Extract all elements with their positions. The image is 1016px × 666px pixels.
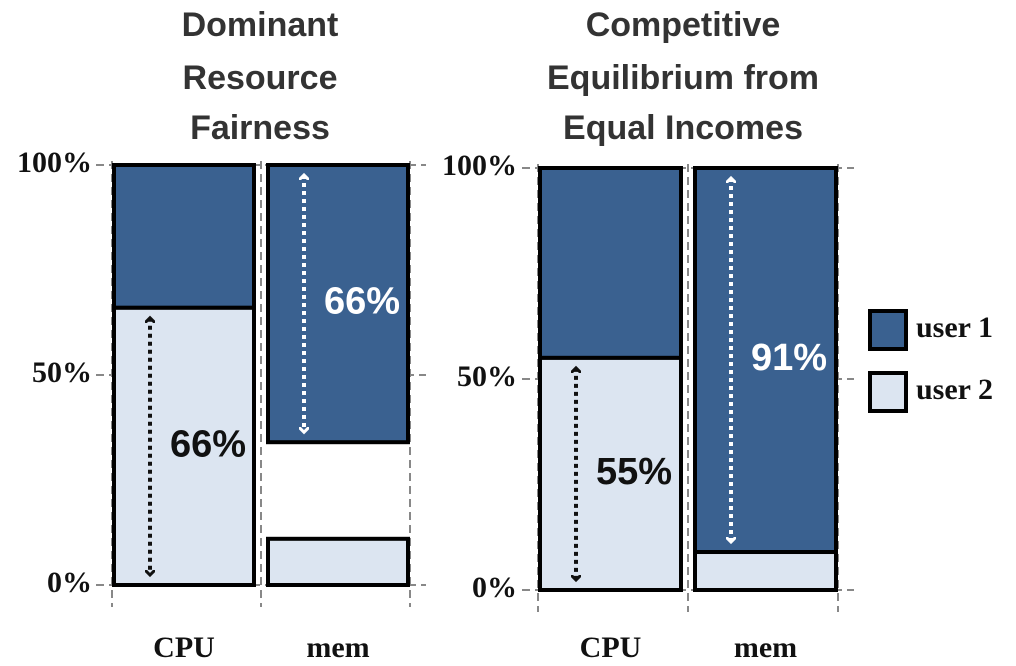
x-tick-label: mem xyxy=(734,631,797,664)
bar-segment xyxy=(538,166,683,360)
chart-title: Competitive xyxy=(586,6,781,44)
chart-title: Equal Incomes xyxy=(563,109,803,147)
y-tick-label: 50% xyxy=(457,360,517,393)
y-tick-label: 50% xyxy=(32,356,92,389)
bar-segment xyxy=(538,355,683,592)
bar-segment xyxy=(693,550,838,593)
bar-segment xyxy=(266,163,410,445)
value-label: 66% xyxy=(324,281,400,323)
x-tick-label: mem xyxy=(306,631,369,664)
legend-swatch xyxy=(868,309,908,351)
bar-segment xyxy=(693,166,838,555)
chart-title: Dominant xyxy=(182,6,339,44)
legend-swatch xyxy=(868,371,908,413)
value-label: 91% xyxy=(751,337,827,379)
legend-label: user 1 xyxy=(916,311,993,344)
bar-segment xyxy=(266,536,410,587)
y-tick-label: 0% xyxy=(47,566,92,599)
chart-title: Equilibrium from xyxy=(547,59,819,97)
x-tick-label: CPU xyxy=(580,631,642,664)
bar-segment xyxy=(112,305,256,587)
chart-title: Fairness xyxy=(190,109,330,147)
x-tick-label: CPU xyxy=(153,631,215,664)
chart-title: Resource xyxy=(183,59,338,97)
value-label: 66% xyxy=(170,423,246,465)
y-tick-label: 100% xyxy=(442,149,517,182)
value-label: 55% xyxy=(596,451,672,493)
y-tick-label: 100% xyxy=(17,146,92,179)
y-tick-label: 0% xyxy=(472,571,517,604)
bar-segment xyxy=(112,163,256,310)
legend-label: user 2 xyxy=(916,373,993,406)
